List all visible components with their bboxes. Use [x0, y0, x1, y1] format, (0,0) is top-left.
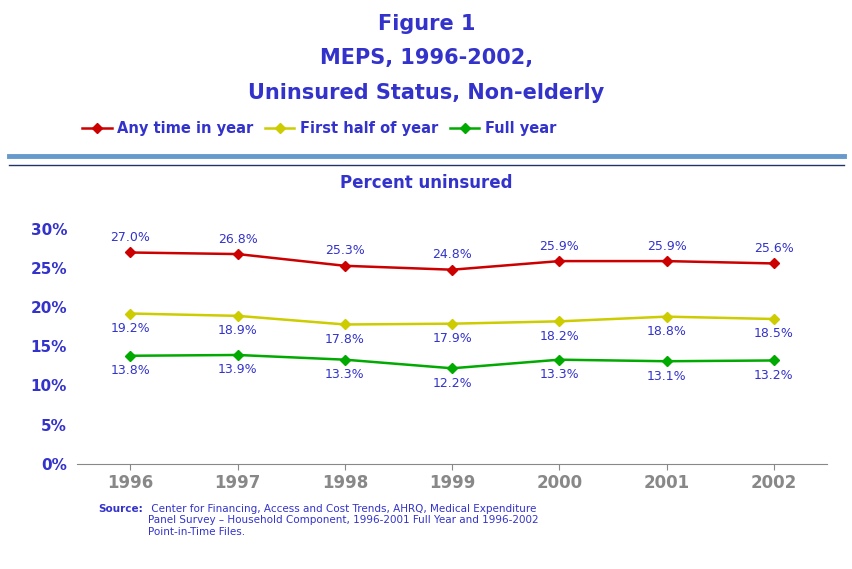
Text: 13.1%: 13.1% [646, 370, 686, 382]
Text: 25.9%: 25.9% [646, 240, 686, 253]
Text: Figure 1: Figure 1 [377, 14, 475, 34]
Text: 25.9%: 25.9% [538, 240, 579, 253]
Text: 19.2%: 19.2% [111, 322, 150, 335]
Text: 17.9%: 17.9% [432, 332, 471, 345]
Text: MEPS, 1996-2002,: MEPS, 1996-2002, [320, 48, 532, 68]
Text: 26.8%: 26.8% [217, 233, 257, 246]
Text: 12.2%: 12.2% [432, 377, 471, 390]
Text: 13.3%: 13.3% [325, 368, 365, 381]
Text: 18.2%: 18.2% [538, 329, 579, 343]
Text: 13.8%: 13.8% [111, 364, 150, 377]
Text: 27.0%: 27.0% [110, 231, 150, 244]
Text: 13.9%: 13.9% [217, 364, 257, 376]
Text: Center for Financing, Access and Cost Trends, AHRQ, Medical Expenditure
Panel Su: Center for Financing, Access and Cost Tr… [147, 504, 538, 537]
Text: Source:: Source: [98, 504, 142, 514]
Text: 25.6%: 25.6% [753, 242, 792, 255]
Text: 13.3%: 13.3% [538, 368, 579, 381]
Text: 18.9%: 18.9% [217, 324, 257, 337]
Text: Percent uninsured: Percent uninsured [340, 174, 512, 192]
Text: 18.5%: 18.5% [753, 327, 793, 340]
Text: 18.8%: 18.8% [646, 325, 686, 338]
Text: 13.2%: 13.2% [753, 369, 792, 382]
Text: 25.3%: 25.3% [325, 245, 365, 257]
Text: 24.8%: 24.8% [432, 249, 471, 261]
Legend: Any time in year, First half of year, Full year: Any time in year, First half of year, Fu… [77, 116, 561, 142]
Text: Uninsured Status, Non-elderly: Uninsured Status, Non-elderly [248, 83, 604, 102]
Text: 17.8%: 17.8% [325, 333, 365, 346]
